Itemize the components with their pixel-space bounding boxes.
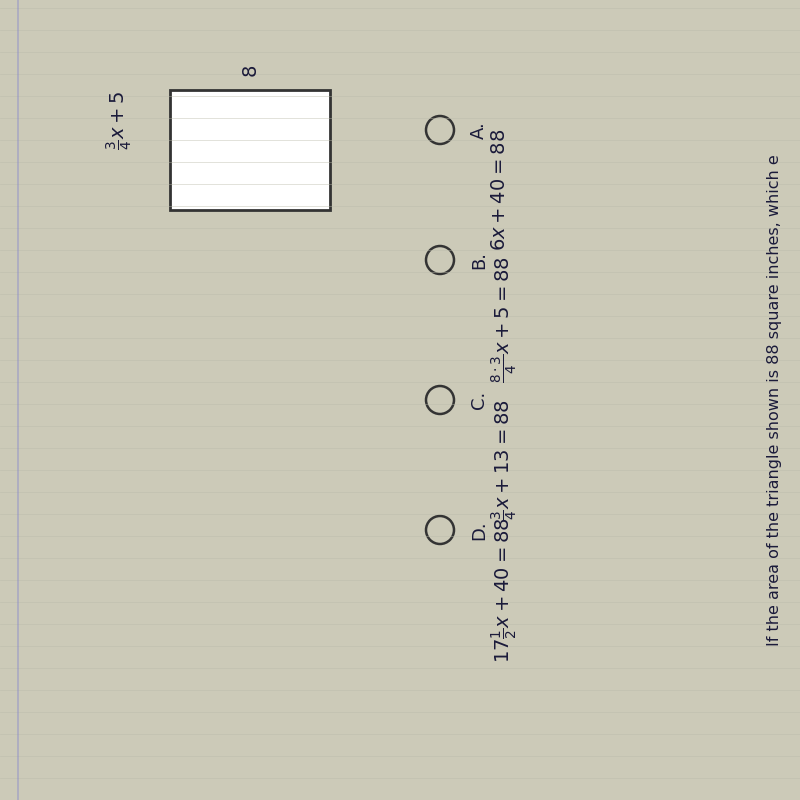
Text: $\frac{3}{4}x + 5$: $\frac{3}{4}x + 5$ [105, 90, 135, 150]
Text: C.: C. [470, 391, 488, 409]
Text: $6x+40=88$: $6x+40=88$ [490, 129, 509, 251]
Text: $\frac{3}{4}x + 13 = 88$: $\frac{3}{4}x + 13 = 88$ [490, 399, 520, 521]
Text: D.: D. [470, 520, 488, 540]
Text: 8: 8 [241, 64, 259, 76]
Text: $\frac{8 \cdot 3}{4}x + 5 = 88$: $\frac{8 \cdot 3}{4}x + 5 = 88$ [490, 257, 520, 383]
Text: If the area of the triangle shown is 88 square inches, which e: If the area of the triangle shown is 88 … [767, 154, 782, 646]
Bar [170, 90, 330, 210]
Text: $17\frac{1}{2}x + 40 = 88$: $17\frac{1}{2}x + 40 = 88$ [490, 517, 520, 663]
Text: B.: B. [470, 251, 488, 269]
Text: A.: A. [470, 121, 488, 139]
